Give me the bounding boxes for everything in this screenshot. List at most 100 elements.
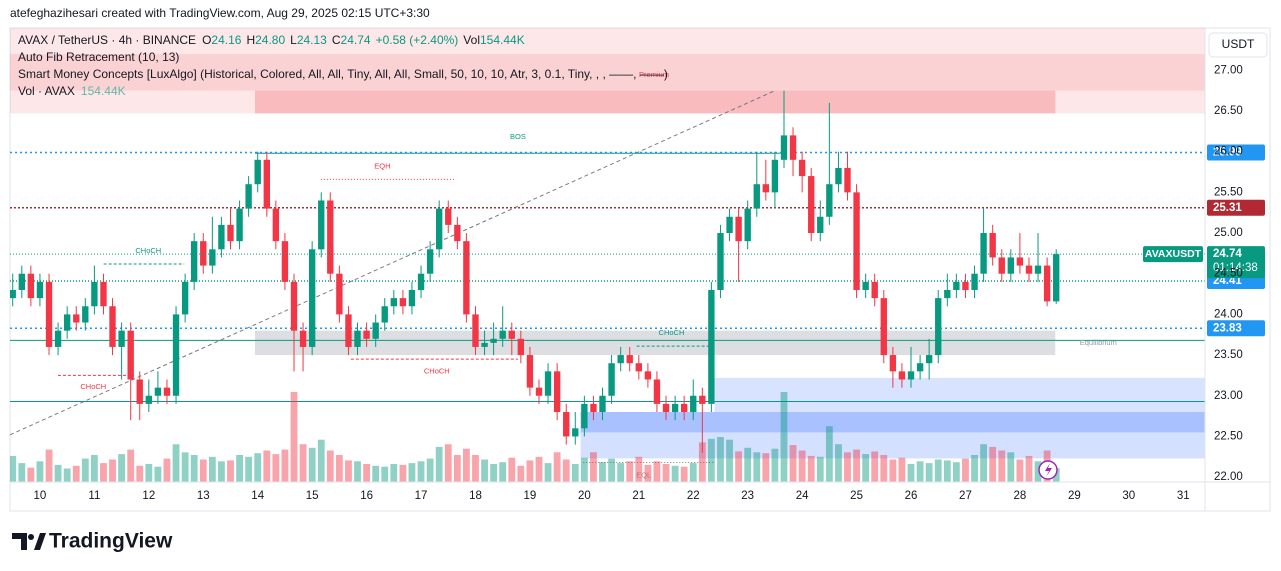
x-tick-label: 21 — [632, 490, 645, 502]
volume-bar — [698, 442, 706, 482]
candle-body — [535, 387, 543, 396]
y-tick-label: 24.00 — [1214, 308, 1243, 320]
volume-bar — [689, 463, 697, 482]
candle-body — [172, 314, 180, 396]
candle-body — [871, 281, 878, 299]
volume-bar — [163, 458, 171, 482]
candle-body — [163, 387, 171, 396]
volume-bar — [816, 456, 824, 482]
volume-bar — [517, 465, 525, 482]
volume-bar — [608, 458, 615, 482]
candle-body — [236, 208, 243, 242]
x-tick-label: 25 — [850, 490, 863, 502]
volume-bar — [735, 451, 743, 482]
currency-label[interactable]: USDT — [1222, 37, 1255, 51]
candle-body — [100, 281, 107, 307]
volume-bar — [544, 463, 552, 482]
volume-bar — [208, 456, 216, 482]
volume-bar — [580, 457, 588, 482]
countdown: 01:14:38 — [1213, 262, 1258, 274]
candle-body — [63, 314, 71, 331]
candle-body — [699, 395, 706, 404]
annotation: EQH — [374, 161, 390, 170]
candle-body — [635, 363, 642, 372]
volume-bar — [1016, 459, 1024, 482]
replay-icon[interactable] — [1038, 460, 1058, 480]
volume-bar — [726, 439, 733, 482]
volume-bar — [998, 450, 1006, 482]
volume-bar — [54, 464, 62, 482]
y-tick-label: 23.00 — [1214, 390, 1243, 402]
volume-bar — [671, 465, 679, 482]
y-tick-label: 22.00 — [1214, 471, 1243, 483]
volume-bar — [199, 459, 207, 482]
currency-button[interactable] — [1208, 32, 1268, 58]
volume-bar — [835, 444, 842, 482]
volume-bar — [780, 392, 788, 482]
x-tick-label: 24 — [796, 490, 809, 502]
candle-body — [218, 224, 225, 250]
annotation: Equilibrium — [1080, 338, 1117, 347]
y-tick-label: 25.00 — [1214, 227, 1243, 239]
candle-body — [481, 342, 488, 347]
candle-body — [880, 298, 887, 356]
annotation: BOS — [510, 132, 526, 141]
candle-body — [399, 298, 407, 307]
candle-body — [1016, 257, 1024, 266]
candle-body — [109, 306, 116, 347]
symbol-tag — [1143, 246, 1203, 263]
volume-bar — [508, 457, 516, 482]
candle-body — [272, 208, 280, 242]
volume-bar — [317, 439, 325, 482]
candle-body — [808, 176, 815, 234]
candle-body — [780, 135, 788, 160]
x-tick-label: 23 — [741, 490, 754, 502]
candle-body — [472, 314, 479, 347]
volume-bar — [435, 446, 443, 482]
level-tag-label: 23.83 — [1213, 322, 1242, 334]
y-tick-label: 26.50 — [1214, 105, 1243, 117]
x-tick-label: 19 — [524, 490, 537, 502]
volume-bar — [1025, 455, 1033, 482]
candle-body — [209, 249, 216, 266]
candle-body — [200, 241, 207, 266]
candle-body — [27, 273, 35, 299]
volume-bar — [236, 455, 243, 482]
price-tag-label: 24.74 — [1213, 248, 1242, 260]
x-tick-label: 12 — [142, 490, 155, 502]
level-tag — [1207, 144, 1265, 161]
candle-body — [18, 273, 25, 290]
candle-body — [454, 224, 461, 242]
candle-body — [327, 200, 334, 274]
candle-body — [318, 200, 325, 250]
volume-bar — [45, 449, 53, 482]
candle-body — [499, 330, 506, 339]
candle-body — [617, 355, 624, 364]
volume-bar — [263, 450, 271, 482]
candle-body — [91, 281, 98, 307]
legend-value: 24.80 — [255, 33, 285, 47]
legend-value: 24.16 — [211, 33, 241, 47]
candle-body — [1025, 265, 1033, 274]
annotation: CHoCH — [135, 246, 161, 255]
candle-body — [308, 249, 316, 347]
candle-body — [753, 184, 760, 209]
candle-body — [826, 184, 833, 217]
volume-bar — [127, 449, 135, 482]
x-tick-label: 14 — [251, 490, 264, 502]
volume-bar — [526, 460, 534, 482]
logo-mark — [12, 533, 27, 550]
candle-body — [381, 306, 388, 323]
candle-body — [408, 289, 416, 307]
x-tick-label: 15 — [306, 490, 319, 502]
icon-bolt[interactable] — [1045, 463, 1052, 477]
zone — [10, 54, 1205, 91]
volume-bar — [635, 456, 643, 482]
x-tick-label: 26 — [905, 490, 918, 502]
y-tick-label: 22.50 — [1214, 430, 1243, 442]
volume-bar — [952, 462, 960, 482]
symbol-tag-label: AVAXUSDT — [1145, 248, 1202, 260]
volume-value: 154.44K — [81, 84, 126, 98]
zone — [254, 90, 1056, 114]
